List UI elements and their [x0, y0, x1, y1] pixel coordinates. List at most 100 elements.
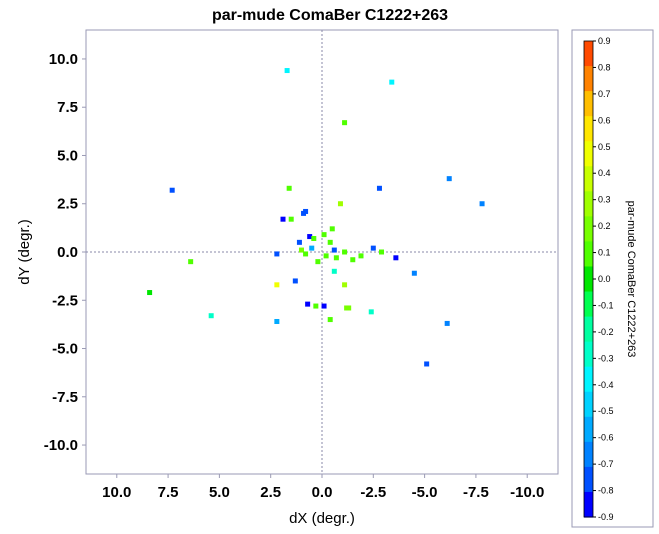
colorbar-tick-label: -0.3	[598, 353, 614, 363]
colorbar-tick-label: -0.4	[598, 380, 614, 390]
colorbar-tick-label: 0.1	[598, 248, 611, 258]
data-point	[323, 253, 329, 259]
colorbar-bin	[584, 366, 593, 393]
data-point	[370, 245, 376, 251]
colorbar-bin	[584, 191, 593, 217]
y-tick-label: 0.0	[57, 244, 78, 261]
data-point	[379, 249, 385, 255]
data-point	[284, 68, 290, 74]
data-point	[327, 317, 333, 323]
data-point	[280, 216, 286, 222]
data-point	[305, 301, 311, 307]
data-point	[411, 270, 417, 276]
data-point	[315, 259, 321, 265]
data-point	[303, 251, 309, 257]
data-point	[307, 234, 313, 240]
colorbar-label: par-mude ComaBer C1222+263	[625, 201, 637, 358]
data-point	[188, 259, 194, 265]
colorbar-tick-label: 0.7	[598, 89, 611, 99]
x-tick-label: -10.0	[510, 484, 544, 501]
colorbar-tick-label: 0.3	[598, 195, 611, 205]
colorbar-bin	[584, 166, 593, 192]
colorbar-tick-label: 0.4	[598, 168, 611, 178]
data-point	[342, 249, 348, 255]
y-tick-label: -10.0	[44, 437, 78, 454]
data-point	[393, 255, 399, 261]
colorbar-bin	[584, 341, 593, 368]
data-point	[169, 187, 175, 193]
data-point	[311, 235, 317, 241]
colorbar-bin	[584, 91, 593, 117]
colorbar-bin	[584, 291, 593, 318]
y-tick-label: 7.5	[57, 99, 78, 116]
data-point	[333, 255, 339, 261]
data-point	[331, 268, 337, 274]
y-tick-label: -7.5	[52, 389, 78, 406]
colorbar-bin	[584, 491, 593, 518]
data-point	[389, 79, 395, 85]
chart-title: par-mude ComaBer C1222+263	[212, 7, 448, 24]
x-axis-ticks: 10.0 7.5 5.0 2.5 0.0 -2.5 -5.0 -7.5 -10.0	[102, 474, 544, 501]
colorbar-tick-label: -0.1	[598, 300, 614, 310]
colorbar-bin	[584, 441, 593, 468]
data-point	[286, 185, 292, 191]
colorbar-bin	[584, 466, 593, 493]
x-tick-label: 7.5	[158, 484, 179, 501]
data-points	[147, 68, 485, 367]
data-point	[342, 282, 348, 288]
data-point	[301, 210, 307, 216]
data-point	[321, 232, 327, 238]
y-axis-label: dY (degr.)	[16, 219, 33, 285]
colorbar-tick-label: -0.7	[598, 459, 614, 469]
data-point	[376, 185, 382, 191]
data-point	[208, 313, 214, 319]
data-point	[350, 257, 356, 263]
colorbar: 0.9 0.8 0.7 0.6 0.5 0.4 0.3 0.2 0.1 0.0 -0.1 -0.2 -0…	[583, 36, 614, 522]
colorbar-tick-label: -0.2	[598, 327, 614, 337]
data-point	[274, 282, 280, 288]
data-point	[288, 216, 294, 222]
colorbar-bin	[584, 216, 593, 243]
colorbar-bin	[584, 116, 593, 142]
colorbar-tick-label: 0.8	[598, 62, 611, 72]
x-tick-label: -7.5	[463, 484, 489, 501]
colorbar-bin	[584, 391, 593, 418]
data-point	[479, 201, 485, 207]
data-point	[444, 320, 450, 326]
colorbar-bin	[584, 141, 593, 167]
colorbar-tick-label: 0.9	[598, 36, 611, 46]
colorbar-bin	[584, 66, 593, 92]
colorbar-tick-label: 0.2	[598, 221, 611, 231]
data-point	[274, 251, 280, 257]
data-point	[309, 245, 315, 251]
data-point	[424, 361, 430, 367]
x-tick-label: -2.5	[360, 484, 386, 501]
colorbar-bin	[584, 41, 593, 67]
data-point	[147, 290, 153, 296]
colorbar-bin	[584, 266, 593, 293]
colorbar-tick-label: 0.0	[598, 274, 611, 284]
data-point	[292, 278, 298, 284]
colorbar-tick-label: 0.6	[598, 115, 611, 125]
x-tick-label: -5.0	[412, 484, 438, 501]
colorbar-tick-label: -0.9	[598, 512, 614, 522]
data-point	[342, 120, 348, 126]
colorbar-bin	[584, 241, 593, 268]
data-point	[321, 303, 327, 309]
x-axis-label: dX (degr.)	[289, 510, 355, 527]
data-point	[368, 309, 374, 315]
x-tick-label: 0.0	[312, 484, 333, 501]
colorbar-tick-label: -0.8	[598, 486, 614, 496]
x-tick-label: 5.0	[209, 484, 230, 501]
data-point	[446, 176, 452, 182]
colorbar-tick-label: -0.6	[598, 433, 614, 443]
x-tick-label: 2.5	[260, 484, 281, 501]
data-point	[358, 253, 364, 259]
data-point	[327, 239, 333, 245]
y-tick-label: 2.5	[57, 196, 78, 213]
data-point	[331, 247, 337, 253]
data-point	[329, 226, 335, 232]
data-point	[313, 303, 319, 309]
colorbar-bin	[584, 416, 593, 443]
y-tick-label: -5.0	[52, 341, 78, 358]
